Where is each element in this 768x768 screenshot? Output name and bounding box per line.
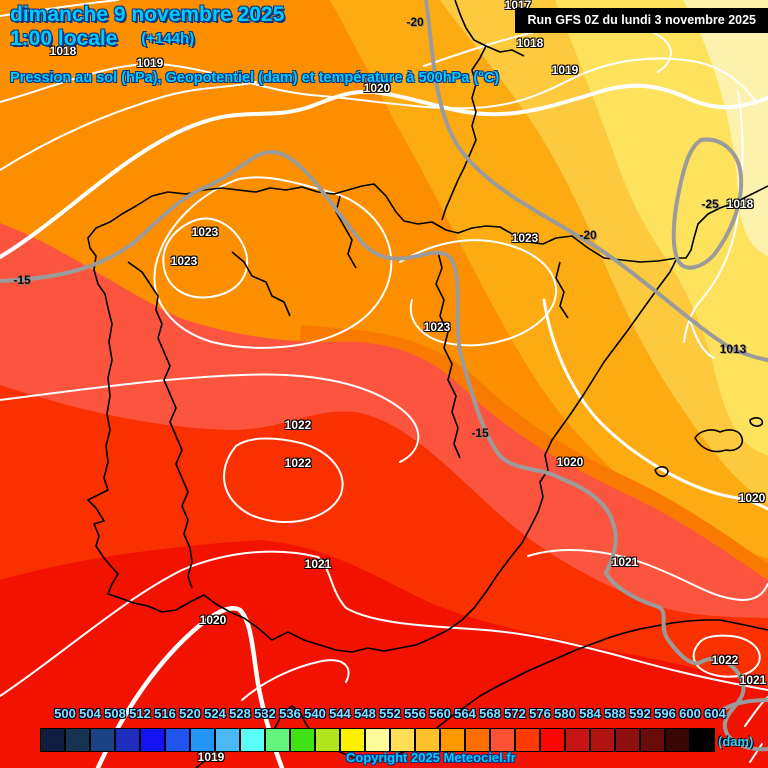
pressure-label: 1021 [739, 673, 767, 687]
coastline-borders-black [87, 0, 768, 768]
pressure-label: 1022 [284, 418, 312, 432]
copyright-text: Copyright 2025 Meteociel.fr [346, 750, 516, 765]
temperature-label: -15 [13, 273, 31, 287]
pressure-label: 1020 [738, 491, 766, 505]
model-run-info-text: Run GFS 0Z du lundi 3 novembre 2025 [527, 13, 756, 27]
scale-unit-label: (dam) [718, 734, 754, 749]
pressure-label: 1021 [611, 555, 639, 569]
pressure-label: 1019 [197, 750, 225, 764]
pressure-label: 1022 [284, 456, 312, 470]
pressure-label: 1022 [711, 653, 739, 667]
pressure-label: 1018 [726, 197, 754, 211]
pressure-label: 1020 [556, 455, 584, 469]
map-header: dimanche 9 novembre 2025 1:00 locale (+1… [10, 3, 285, 50]
temperature-label: -20 [406, 15, 424, 29]
temperature-label: -25 [701, 197, 719, 211]
forecast-date: dimanche 9 novembre 2025 [10, 3, 285, 26]
temperature-label: -20 [579, 228, 597, 242]
pressure-label: 1023 [423, 320, 451, 334]
pressure-label: 1018 [49, 44, 77, 58]
temperature-label: 1013 [719, 342, 747, 356]
pressure-label: 1023 [511, 231, 539, 245]
pressure-label: 1021 [304, 557, 332, 571]
pressure-label: 1020 [363, 81, 391, 95]
pressure-label: 1020 [199, 613, 227, 627]
geopotential-lines-gray [0, 0, 768, 752]
forecast-time-text: 1:00 locale [10, 27, 118, 51]
temperature-label: -15 [471, 426, 489, 440]
pressure-label: 1023 [191, 225, 219, 239]
map-subtitle: Pression au sol (hPa), Geopotentiel (dam… [10, 70, 500, 86]
pressure-label: 1019 [551, 63, 579, 77]
pressure-label: 1023 [170, 254, 198, 268]
pressure-label: 1019 [136, 56, 164, 70]
model-run-info-box: Run GFS 0Z du lundi 3 novembre 2025 [515, 8, 768, 33]
forecast-time: 1:00 locale (+144h) [10, 28, 284, 50]
forecast-offset: (+144h) [141, 30, 195, 48]
pressure-label: 1018 [516, 36, 544, 50]
